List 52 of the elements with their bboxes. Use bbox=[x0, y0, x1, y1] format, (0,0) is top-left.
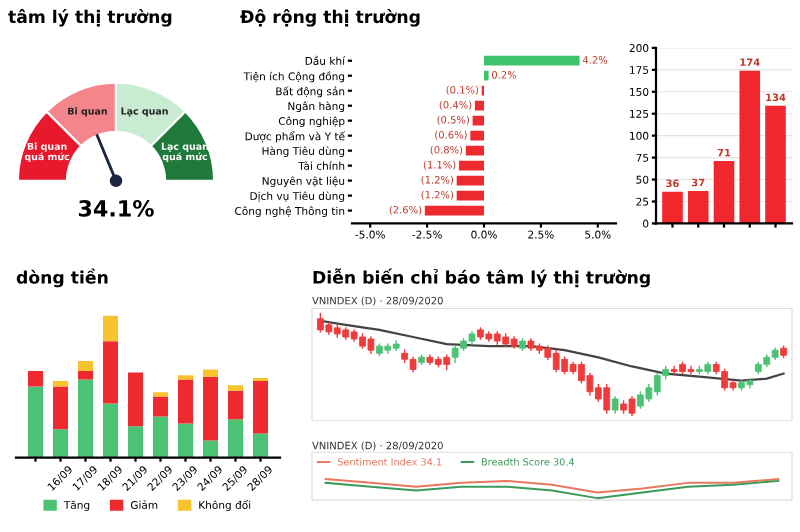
bar bbox=[128, 372, 143, 427]
bar bbox=[253, 433, 268, 458]
bar bbox=[687, 190, 709, 224]
bar bbox=[465, 145, 484, 156]
bar bbox=[456, 175, 484, 186]
bar bbox=[739, 70, 761, 224]
chart-title: Độ rộng thị trường bbox=[240, 9, 420, 27]
bar bbox=[178, 423, 193, 458]
bar bbox=[474, 100, 484, 111]
chart-title: tâm lý thị trường bbox=[8, 9, 172, 27]
bar bbox=[203, 369, 218, 377]
candlestick bbox=[552, 349, 560, 373]
candlestick bbox=[586, 372, 594, 396]
bar bbox=[228, 419, 243, 458]
bar bbox=[253, 380, 268, 434]
text: 34.1% bbox=[78, 199, 154, 217]
candlestick bbox=[628, 396, 636, 416]
bar bbox=[78, 361, 93, 371]
bar bbox=[28, 370, 43, 387]
chart-title: dòng tiền bbox=[16, 268, 108, 288]
chart-title: Diễn biến chỉ báo tâm lý thị trường bbox=[313, 268, 650, 288]
bar bbox=[53, 386, 68, 430]
bar bbox=[228, 385, 243, 391]
bar bbox=[128, 426, 143, 458]
candlestick bbox=[670, 365, 678, 375]
candlestick bbox=[603, 384, 611, 414]
bar bbox=[470, 130, 484, 141]
bar bbox=[713, 161, 735, 224]
bar bbox=[103, 315, 118, 342]
bar bbox=[203, 376, 218, 441]
bar bbox=[472, 115, 484, 126]
bar bbox=[458, 160, 484, 171]
bar bbox=[765, 105, 786, 224]
bar bbox=[203, 440, 218, 458]
candlestick bbox=[687, 365, 695, 375]
candlestick bbox=[317, 312, 324, 333]
bar bbox=[424, 205, 484, 216]
bar bbox=[484, 55, 580, 66]
bar bbox=[78, 379, 93, 458]
bar bbox=[456, 190, 484, 201]
bar bbox=[28, 386, 43, 458]
bar bbox=[228, 390, 243, 420]
bar bbox=[103, 341, 118, 404]
candlestick bbox=[653, 372, 661, 396]
bar bbox=[53, 429, 68, 458]
bar bbox=[178, 379, 193, 424]
bar bbox=[78, 370, 93, 380]
bar bbox=[153, 416, 168, 458]
bar bbox=[53, 380, 68, 387]
bar bbox=[153, 396, 168, 417]
bar bbox=[103, 403, 118, 458]
bar bbox=[662, 191, 683, 224]
